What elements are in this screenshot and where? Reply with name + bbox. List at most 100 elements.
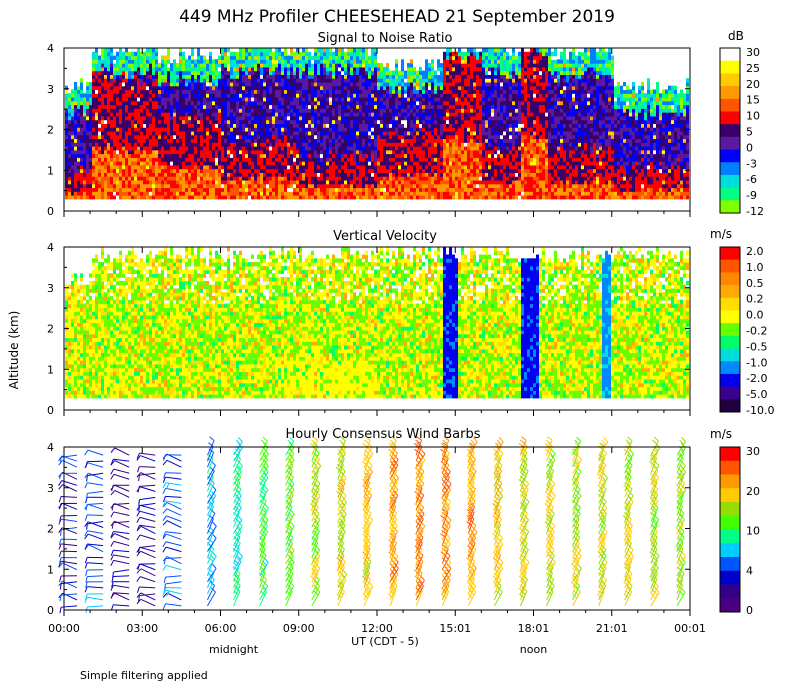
- snr-cell: [104, 100, 107, 106]
- snr-cell: [332, 78, 335, 83]
- snr-cell: [104, 55, 107, 60]
- snr-cell: [251, 138, 254, 143]
- snr-cell: [71, 187, 74, 192]
- snr-cell: [416, 161, 419, 166]
- snr-cell: [359, 48, 362, 53]
- snr-cell: [251, 100, 254, 106]
- snr-cell: [65, 179, 68, 185]
- snr-cell: [254, 85, 257, 91]
- snr-cell: [374, 59, 377, 64]
- snr-cell: [449, 179, 452, 185]
- snr-cell: [437, 191, 440, 196]
- snr-cell: [212, 172, 215, 177]
- snr-cell: [92, 146, 95, 151]
- snr-cell: [110, 59, 113, 64]
- snr-cell: [338, 63, 341, 68]
- snr-cell: [332, 172, 335, 177]
- snr-cell: [98, 187, 101, 192]
- snr-cell: [188, 146, 191, 151]
- snr-cell: [257, 59, 260, 64]
- snr-cell: [320, 115, 323, 121]
- snr-cell: [257, 149, 260, 155]
- snr-cell: [86, 112, 89, 117]
- snr-cell: [455, 97, 458, 102]
- snr-cell: [227, 142, 230, 147]
- snr-cell: [362, 89, 365, 94]
- snr-cell: [266, 78, 269, 83]
- snr-cell: [386, 176, 389, 181]
- snr-cell: [347, 112, 350, 117]
- snr-cell: [272, 93, 275, 98]
- snr-cell: [308, 146, 311, 151]
- snr-cell: [329, 164, 332, 170]
- snr-cell: [143, 142, 146, 147]
- snr-cell: [299, 142, 302, 147]
- snr-cell: [137, 74, 140, 79]
- snr-cell: [227, 172, 230, 177]
- snr-cell: [161, 108, 164, 113]
- snr-cell: [212, 164, 215, 170]
- snr-cell: [125, 172, 128, 177]
- snr-cell: [230, 104, 233, 109]
- snr-cell: [116, 191, 119, 196]
- snr-cell: [440, 119, 443, 124]
- snr-cell: [413, 78, 416, 83]
- snr-cell: [74, 138, 77, 143]
- snr-cell: [137, 97, 140, 102]
- snr-cell: [191, 164, 194, 170]
- snr-cell: [377, 93, 380, 98]
- snr-cell: [404, 172, 407, 177]
- snr-cell: [449, 66, 452, 72]
- snr-cell: [71, 108, 74, 113]
- snr-cell: [125, 191, 128, 196]
- snr-cell: [98, 191, 101, 196]
- snr-cell: [137, 146, 140, 151]
- snr-cell: [329, 59, 332, 64]
- snr-cell: [389, 123, 392, 128]
- snr-cell: [275, 70, 278, 75]
- snr-cell: [77, 187, 80, 192]
- snr-cell: [404, 97, 407, 102]
- snr-cell: [197, 130, 200, 136]
- snr-cell: [224, 146, 227, 151]
- snr-cell: [317, 78, 320, 83]
- snr-cell: [149, 164, 152, 170]
- snr-cell: [143, 70, 146, 75]
- snr-cell: [137, 164, 140, 170]
- snr-cell: [176, 130, 179, 136]
- snr-cell: [389, 134, 392, 140]
- snr-cell: [98, 97, 101, 102]
- snr-cell: [371, 78, 374, 83]
- snr-cell: [407, 66, 410, 72]
- snr-cell: [77, 85, 80, 91]
- snr-cell: [233, 112, 236, 117]
- snr-cell: [353, 104, 356, 109]
- snr-cell: [422, 115, 425, 121]
- snr-cell: [278, 176, 281, 181]
- snr-cell: [134, 142, 137, 147]
- snr-cell: [239, 81, 242, 87]
- snr-cell: [107, 70, 110, 75]
- snr-cell: [449, 93, 452, 98]
- snr-cell: [146, 74, 149, 79]
- snr-cell: [236, 195, 239, 200]
- snr-cell: [80, 78, 83, 83]
- snr-cell: [434, 78, 437, 83]
- snr-cell: [365, 172, 368, 177]
- snr-cell: [293, 179, 296, 185]
- snr-cell: [275, 100, 278, 106]
- snr-cell: [89, 123, 92, 128]
- snr-cell: [140, 112, 143, 117]
- snr-cell: [263, 138, 266, 143]
- snr-cell: [263, 74, 266, 79]
- snr-cell: [236, 93, 239, 98]
- snr-cell: [425, 157, 428, 162]
- snr-cell: [323, 195, 326, 200]
- snr-cell: [161, 179, 164, 185]
- snr-cell: [161, 115, 164, 121]
- snr-cell: [221, 130, 224, 136]
- snr-cell: [233, 142, 236, 147]
- snr-cell: [83, 119, 86, 124]
- snr-cell: [359, 179, 362, 185]
- snr-cell: [314, 48, 317, 53]
